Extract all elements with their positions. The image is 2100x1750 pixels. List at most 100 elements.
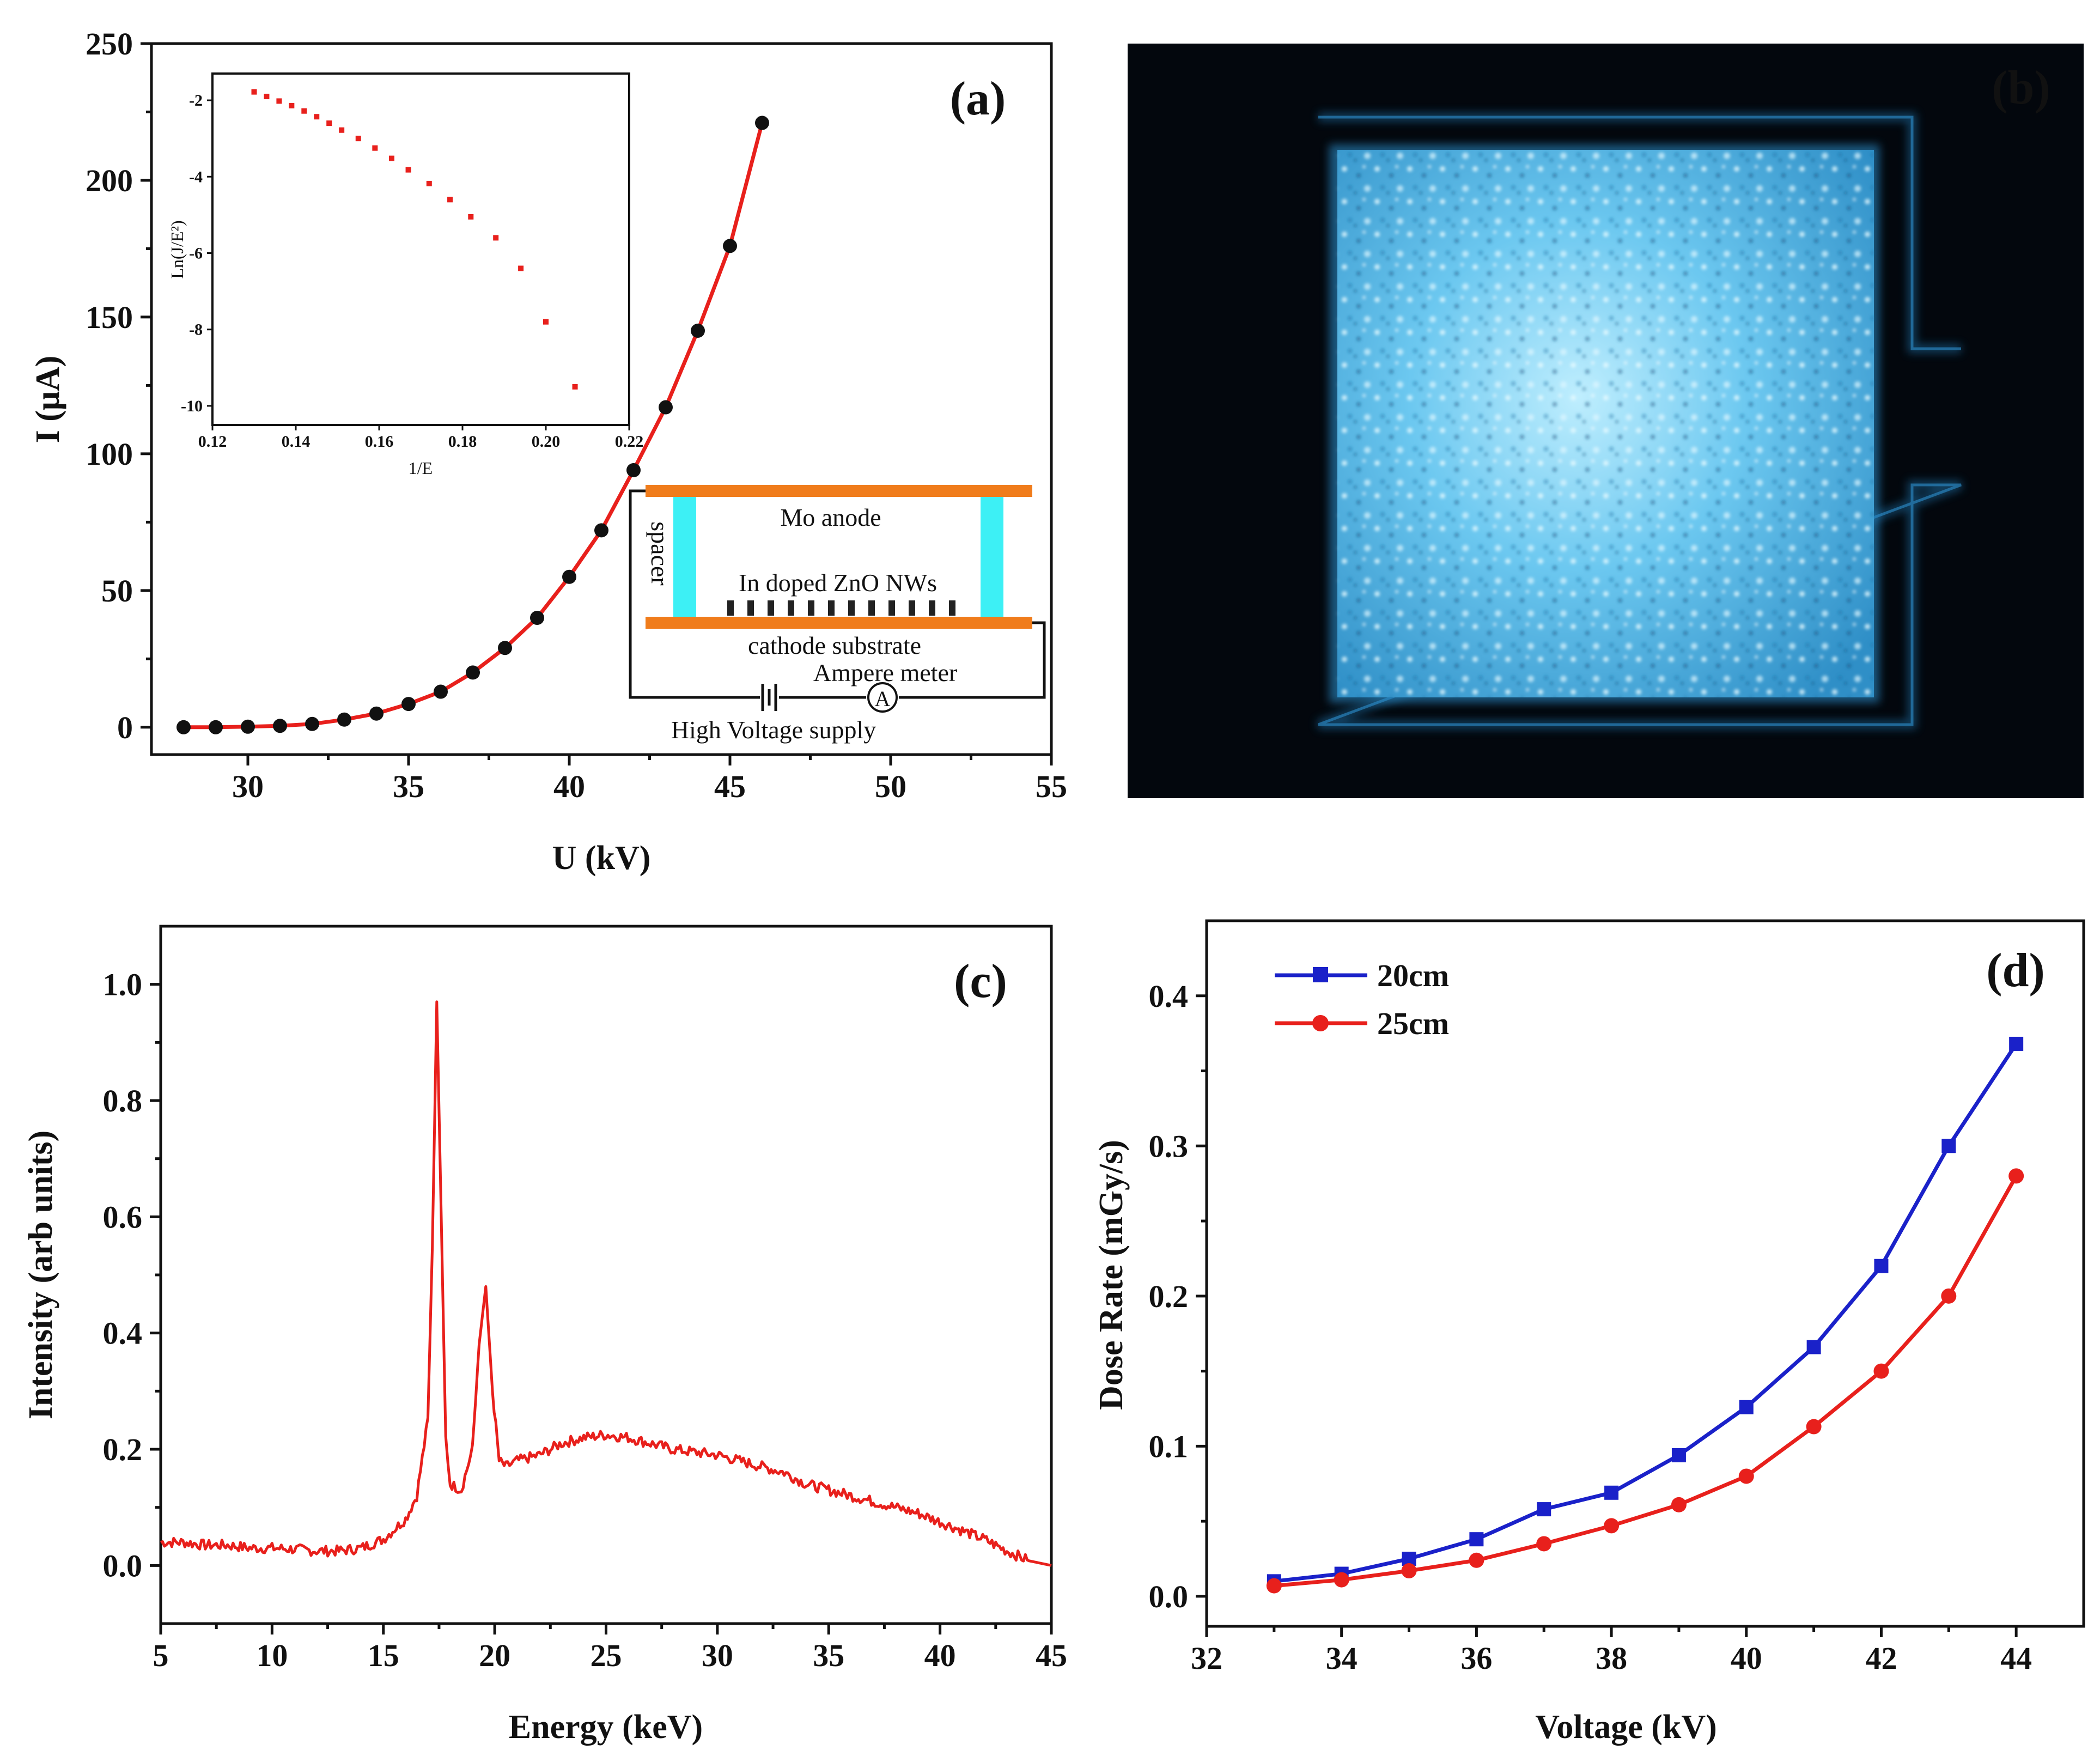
panel-a-points [176, 116, 769, 734]
series-line-20cm [1274, 1042, 2018, 1583]
y-tick-label: 0 [117, 710, 133, 745]
x-tick-label: 32 [1191, 1640, 1222, 1676]
y-tick-label: -2 [189, 92, 203, 110]
cathode-plate [646, 617, 1032, 629]
nanowire [868, 600, 875, 616]
x-tick-label: 35 [393, 769, 424, 804]
schematic-backdrop [632, 482, 1046, 744]
point-20cm [1671, 1448, 1686, 1462]
x-tick-label: 45 [1036, 1638, 1067, 1673]
panel-d-xlabel: Voltage (kV) [1535, 1709, 1717, 1746]
data-point [369, 706, 384, 721]
point-25cm [1334, 1572, 1349, 1588]
inset-ticks: 0.12 0.14 0.16 0.18 0.20 0.22 -2 -4 -6 -8 -10 [181, 92, 643, 451]
spacer-label: spacer [646, 521, 674, 585]
panel-a: 30 35 40 45 50 55 0 50 100 150 200 250 U (kV) I (μA… [29, 26, 1067, 877]
panel-c-frame [159, 925, 1053, 1625]
series-line-25cm [1274, 1175, 2018, 1588]
panel-c-xlabel: Energy (keV) [509, 1709, 703, 1746]
inset-point [355, 136, 361, 142]
nanowire [727, 600, 734, 616]
point-25cm [1469, 1552, 1484, 1568]
nanowire [788, 600, 794, 616]
battery-icon [761, 684, 777, 711]
y-tick-label: 0.4 [103, 1316, 143, 1351]
x-tick-label: 55 [1036, 769, 1067, 804]
spacer-right [981, 497, 1003, 617]
x-tick-label: 10 [256, 1638, 288, 1673]
x-tick-label: 40 [553, 769, 585, 804]
point-25cm [1941, 1288, 1957, 1304]
nanowire [949, 600, 955, 616]
nanowire-label: In doped ZnO NWs [739, 569, 937, 597]
point-25cm [1604, 1518, 1620, 1534]
data-point [209, 720, 223, 734]
panel-c-ylabel: Intensity (arb units) [22, 1131, 59, 1420]
panel-d-ticks: 32 34 36 38 40 42 44 0.0 0.1 0.2 0.3 0.4 [1149, 979, 2032, 1676]
point-25cm [1401, 1563, 1417, 1579]
panel-d-ylabel: Dose Rate (mGy/s) [1093, 1140, 1130, 1410]
point-25cm [1806, 1419, 1822, 1435]
data-point [691, 324, 705, 338]
x-tick-label: 44 [2000, 1640, 2032, 1676]
x-tick-label: 40 [924, 1638, 956, 1673]
ammeter-icon [867, 682, 898, 713]
point-20cm [1604, 1485, 1619, 1500]
inset-point [493, 235, 499, 241]
legend-label-25cm: 25cm [1377, 1006, 1449, 1041]
x-tick-label: 50 [875, 769, 906, 804]
y-tick-label: -8 [189, 321, 203, 339]
point-20cm [1469, 1532, 1484, 1547]
data-point [305, 716, 319, 731]
x-tick-label: 35 [813, 1638, 844, 1673]
y-tick-label: 100 [86, 436, 133, 472]
panel-a-label: (a) [950, 72, 1006, 125]
x-tick-label: 34 [1326, 1640, 1358, 1676]
panel-c: 5 10 15 20 25 30 35 40 45 0.0 0.2 0.4 0.6 0.8 1.0 Ener… [22, 925, 1067, 1746]
inset-point [326, 120, 332, 126]
y-tick-label: 0.2 [103, 1432, 143, 1467]
data-point [530, 611, 544, 625]
point-20cm [1537, 1502, 1551, 1517]
inset-ylabel: Ln(J/E²) [167, 220, 187, 278]
panel-c-label: (c) [954, 955, 1007, 1008]
inset-point [518, 265, 524, 271]
y-tick-label: -4 [189, 168, 203, 186]
x-tick-label: 20 [479, 1638, 510, 1673]
data-point [273, 719, 287, 733]
legend-label-20cm: 20cm [1377, 958, 1449, 993]
inset-frame [211, 72, 630, 426]
panel-b-photo: (b) [1128, 44, 2084, 798]
inset-point [372, 145, 378, 151]
data-point [594, 523, 608, 538]
data-point [434, 684, 448, 699]
point-20cm [1806, 1340, 1821, 1354]
nanowire [808, 600, 814, 616]
inset-point [339, 127, 345, 133]
inset-xlabel: 1/E [409, 458, 433, 478]
point-25cm [1536, 1536, 1552, 1552]
point-20cm [1874, 1259, 1889, 1273]
nanowire [848, 600, 855, 616]
emission-texture [1337, 150, 1874, 697]
x-tick-label: 42 [1865, 1640, 1897, 1676]
x-tick-label: 0.14 [282, 433, 311, 451]
data-point [241, 719, 255, 734]
panel-a-inset: 0.12 0.14 0.16 0.18 0.20 0.22-2-4-6-8-10 1/E … [167, 72, 643, 478]
panel-c-spectrum [160, 1000, 1052, 1567]
data-point [626, 463, 641, 477]
x-tick-label: 0.18 [448, 433, 477, 451]
inset-point [405, 167, 411, 173]
inset-point [543, 319, 549, 325]
nanowire-row [727, 600, 955, 616]
panel-a-xlabel: U (kV) [552, 840, 651, 877]
inset-point [264, 94, 270, 100]
panel-d-series [1266, 1036, 2024, 1594]
y-tick-label: 0.0 [103, 1548, 143, 1583]
point-20cm [1941, 1139, 1956, 1153]
point-25cm [2008, 1168, 2024, 1184]
panel-a-ticks: 30 35 40 45 50 55 0 50 100 150 200 250 [86, 26, 1067, 804]
panel-a-frame [150, 42, 1053, 756]
y-tick-label: 0.2 [1149, 1279, 1189, 1314]
